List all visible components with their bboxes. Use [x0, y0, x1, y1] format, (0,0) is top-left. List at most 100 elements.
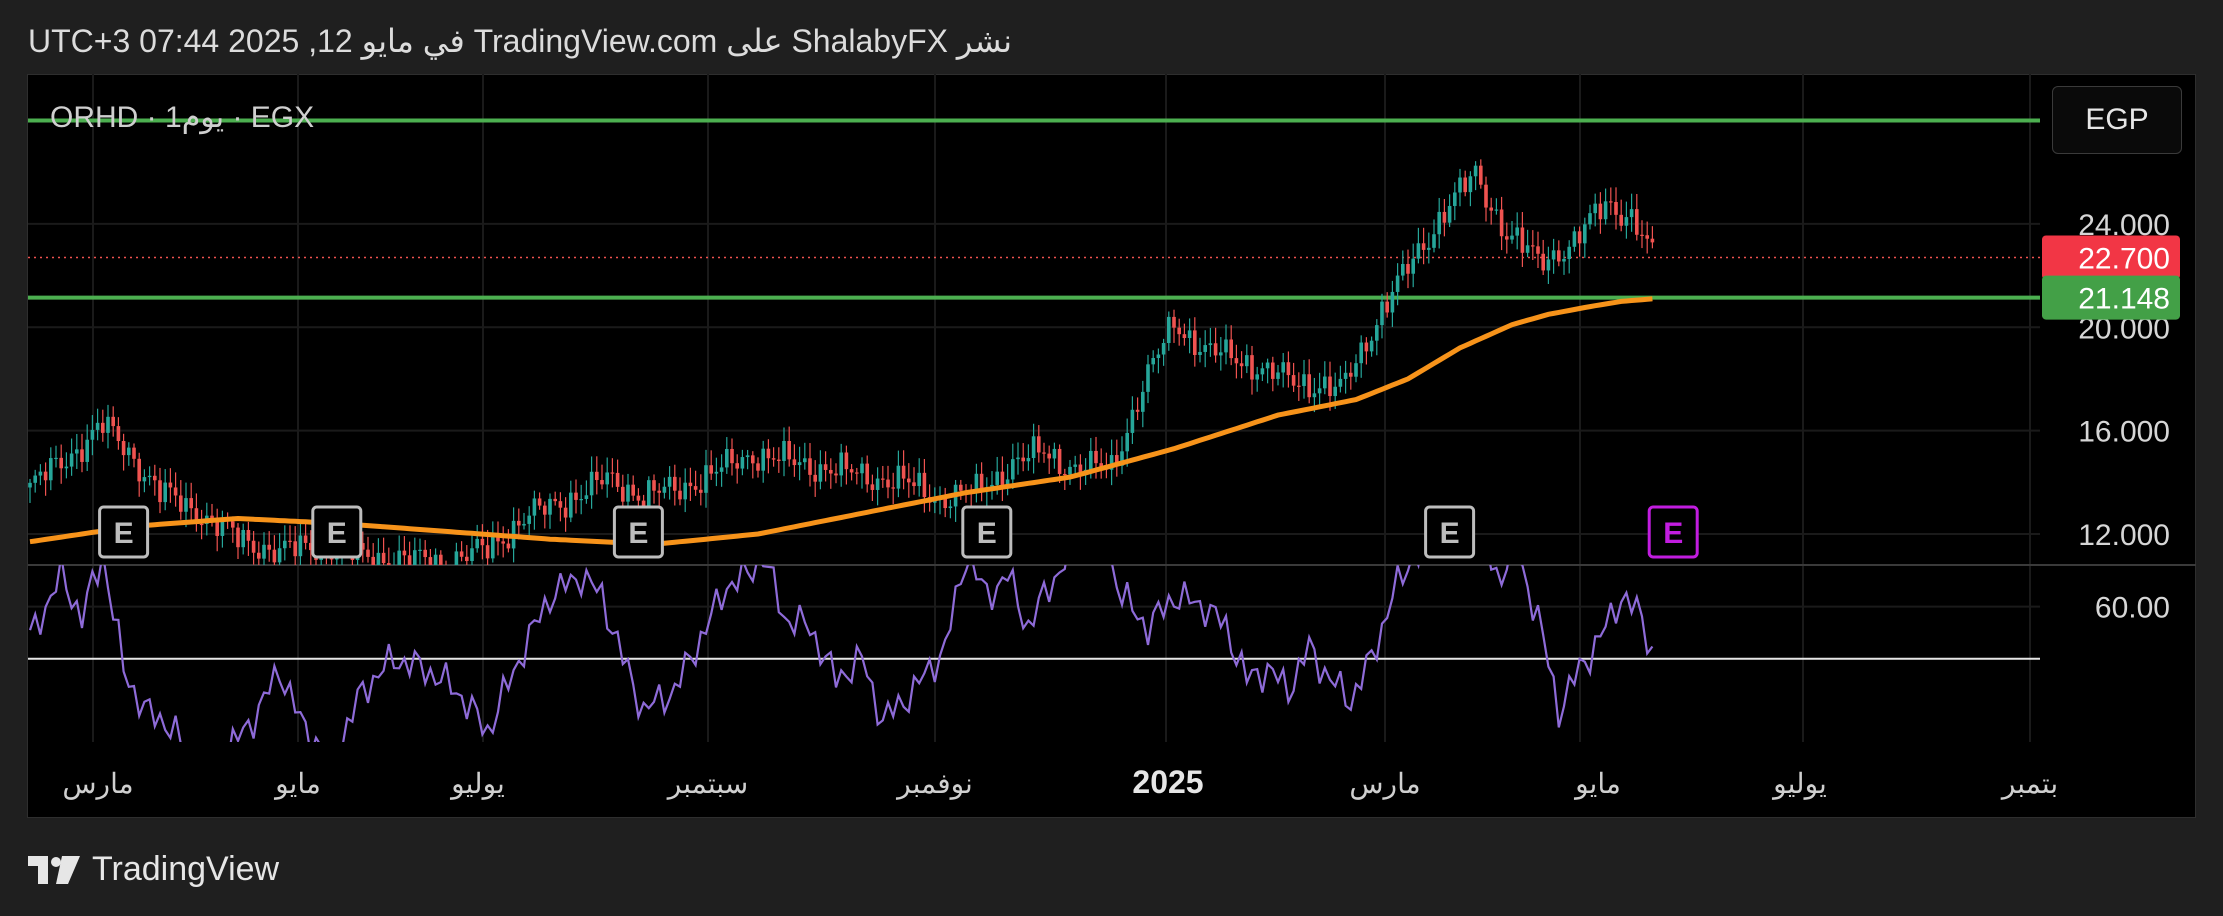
candle-body — [95, 422, 100, 430]
candle-body — [433, 554, 438, 565]
candle-body — [246, 529, 251, 541]
x-tick-label: مارس — [1349, 768, 1420, 800]
candle-body — [1052, 448, 1057, 459]
candle-body — [449, 572, 453, 575]
candle-body — [1427, 247, 1431, 250]
candle-body — [1177, 327, 1181, 335]
candle-body — [402, 550, 407, 556]
candle-body — [1333, 386, 1337, 397]
candle-body — [1151, 358, 1155, 365]
earnings-marker[interactable]: E — [1647, 505, 1699, 559]
candle-body — [1338, 378, 1343, 387]
candle-body — [1193, 330, 1197, 355]
candle-body — [1369, 340, 1374, 352]
candle-body — [667, 476, 672, 487]
candle-body — [943, 496, 947, 509]
candle-body — [1094, 450, 1098, 464]
earnings-marker[interactable]: E — [612, 505, 664, 559]
candle-body — [80, 449, 84, 462]
candle-body — [532, 498, 537, 516]
candle-body — [43, 471, 48, 481]
candle-body — [563, 507, 568, 518]
candle-body — [610, 472, 615, 474]
candle-body — [1208, 343, 1213, 346]
candle-body — [1156, 354, 1161, 359]
candle-body — [1099, 463, 1103, 468]
candle-body — [912, 482, 916, 487]
footer-branding: TradingView — [28, 850, 279, 889]
candle-body — [38, 471, 43, 476]
candle-body — [1635, 209, 1639, 235]
candle-body — [1505, 236, 1509, 240]
earnings-marker[interactable]: E — [311, 505, 363, 559]
currency-button[interactable]: EGP — [2052, 86, 2182, 154]
candle-body — [132, 447, 136, 459]
earnings-marker-box — [1424, 505, 1476, 559]
candle-body — [1499, 209, 1504, 237]
candle-body — [548, 498, 552, 515]
candle-body — [584, 495, 589, 500]
candle-body — [735, 463, 739, 469]
candle-body — [600, 480, 604, 485]
candle-body — [589, 471, 594, 496]
footer-brand-text: TradingView — [92, 850, 280, 888]
candle-body — [376, 552, 381, 565]
candle-body — [730, 448, 734, 464]
candle-body — [454, 551, 459, 565]
candle-body — [870, 484, 875, 490]
candle-body — [1453, 192, 1457, 206]
candle-body — [465, 556, 469, 562]
candle-body — [823, 464, 828, 470]
candle-body — [1026, 458, 1031, 462]
earnings-marker[interactable]: E — [961, 505, 1013, 559]
candle-body — [220, 519, 225, 536]
x-tick-label: مارس — [62, 768, 133, 800]
candle-body — [1063, 473, 1067, 476]
candle-body — [1255, 374, 1259, 380]
candle-body — [121, 441, 126, 456]
candle-body — [1302, 374, 1306, 387]
candle-body — [277, 548, 282, 563]
candle-body — [1583, 224, 1587, 244]
candle-body — [1317, 388, 1322, 394]
candle-body — [1276, 372, 1280, 379]
candle-body — [1011, 459, 1015, 480]
candle-body — [621, 486, 625, 502]
candle-body — [652, 480, 656, 491]
candle-body — [1141, 391, 1145, 412]
candle-body — [33, 475, 37, 483]
candle-body — [797, 462, 802, 466]
candle-body — [1650, 238, 1655, 243]
candle-body — [407, 555, 412, 565]
candle-body — [1484, 184, 1488, 208]
candle-body — [881, 478, 885, 480]
candle-body — [444, 566, 448, 572]
price-badge-label: 22.700 — [2078, 242, 2170, 275]
candle-body — [251, 540, 256, 553]
candle-body — [896, 465, 901, 489]
candle-body — [860, 463, 864, 474]
earnings-marker[interactable]: E — [1424, 505, 1476, 559]
candle-body — [1161, 343, 1166, 355]
candle-body — [1286, 362, 1291, 376]
candle-body — [1167, 316, 1171, 344]
earnings-marker-box — [98, 505, 150, 559]
price-badge: 22.700 — [2042, 235, 2180, 280]
candle-body — [917, 472, 921, 487]
earnings-marker[interactable]: E — [98, 505, 150, 559]
candles-group — [28, 159, 1655, 575]
candle-body — [1125, 432, 1129, 452]
candle-body — [387, 563, 391, 565]
candle-body — [657, 490, 661, 493]
candle-body — [361, 543, 365, 550]
candle-body — [267, 544, 271, 550]
candle-body — [849, 469, 854, 473]
candle-body — [59, 457, 63, 469]
candle-body — [491, 536, 495, 559]
candle-body — [413, 550, 417, 565]
candle-body — [688, 482, 693, 487]
candle-body — [127, 447, 131, 456]
candle-body — [173, 487, 178, 496]
earnings-marker-label: E — [628, 517, 648, 550]
